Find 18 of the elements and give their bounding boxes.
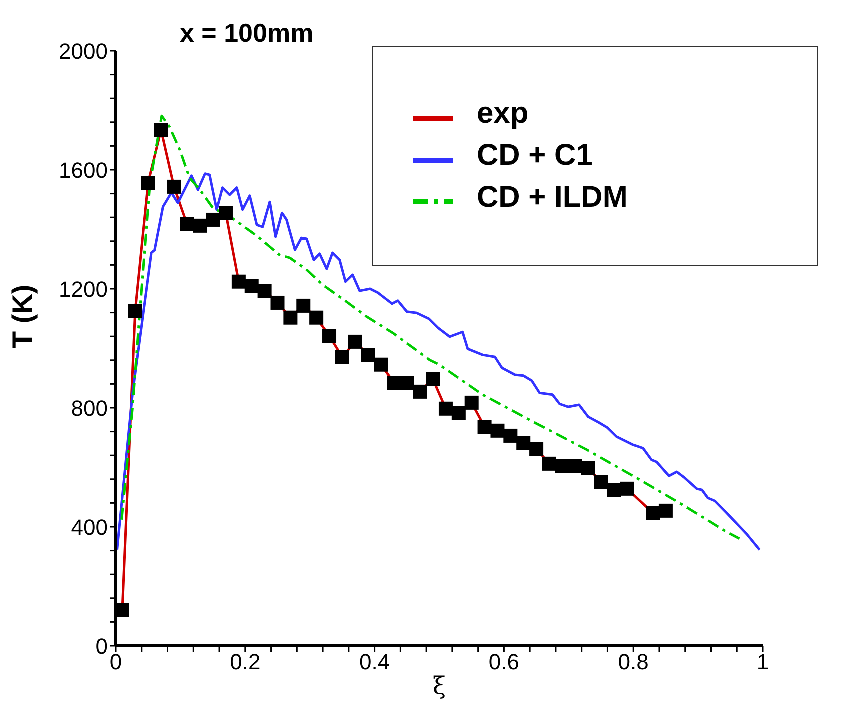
x-tick-label: 0.4: [360, 650, 390, 675]
y-tick-label: 800: [71, 396, 108, 421]
x-tick-label: 0.2: [230, 650, 261, 675]
x-tick-label: 0.6: [488, 650, 520, 675]
y-axis-title: T (K): [6, 284, 38, 348]
x-tick-label: 1: [756, 650, 770, 675]
line-series: [116, 172, 762, 552]
x-axis-title: ξ: [432, 672, 446, 700]
legend-label: CD + ILDM: [477, 180, 628, 214]
legend-label: exp: [477, 97, 529, 130]
y-tick-label: 400: [71, 514, 108, 540]
y-tick-label: 0: [96, 634, 108, 659]
x-tick-label: 0.8: [618, 650, 649, 675]
chart-title: x = 100mm: [180, 18, 314, 49]
y-tick-label: 1600: [59, 158, 108, 183]
y-tick-label: 2000: [59, 38, 108, 64]
y-tick-label: 1200: [59, 276, 108, 302]
legend-label: CD + C1: [477, 138, 593, 172]
